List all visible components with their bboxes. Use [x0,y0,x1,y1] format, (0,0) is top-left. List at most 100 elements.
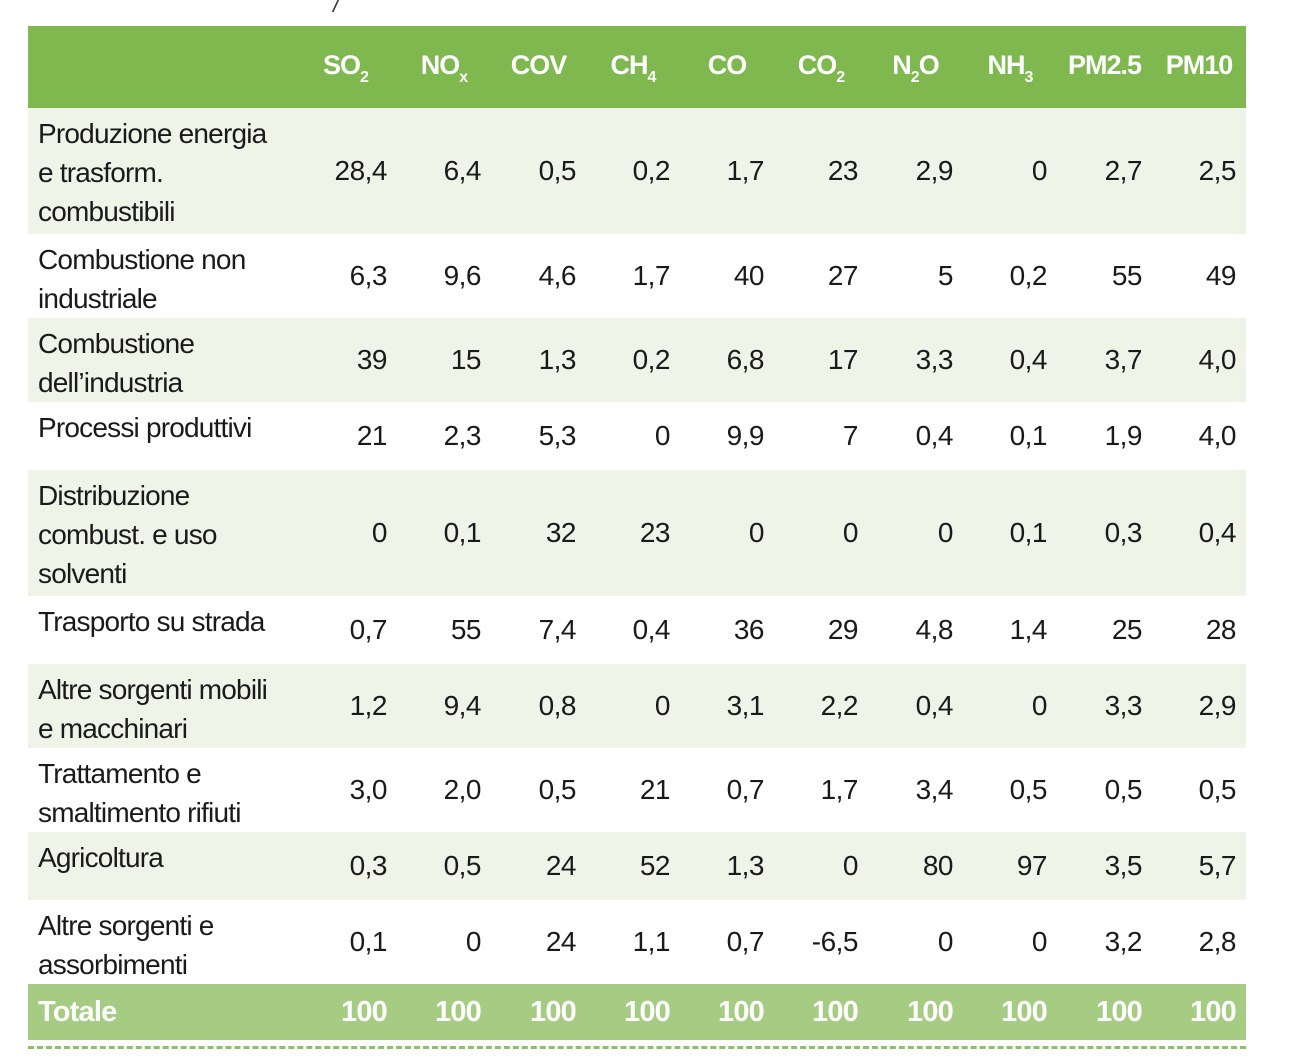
table-cell: 0 [842,517,859,548]
table-cell: 0,2 [1009,260,1048,291]
table-cell: 1,7 [726,155,765,186]
table-row: Trasporto su strada 0,7 55 7,4 0,4 36 29 4,8 1,4… [28,596,1246,664]
table-cell: 2,2 [820,690,859,721]
table-cell: 0,7 [726,774,765,805]
table-cell: 0,5 [538,155,577,186]
table-cell: 6,8 [726,344,765,375]
table-cell: 9,6 [443,260,482,291]
table-cell: 27 [827,260,859,291]
table-cell: 0,5 [443,850,482,881]
table-cell: 0,7 [726,926,765,957]
column-header: PM10 [1165,49,1234,80]
table-cell: 97 [1016,850,1048,881]
table-cell: 21 [639,774,671,805]
table-cell: 3,1 [726,690,765,721]
table-cell: 0,3 [349,850,388,881]
total-cell: 100 [435,995,482,1028]
total-cell: 100 [1096,995,1143,1028]
table-cell: 0,4 [632,614,671,645]
table-cell: 5,7 [1198,850,1237,881]
column-header: CH4 [610,49,657,86]
table-cell: 0,7 [349,614,388,645]
row-label: Altre sorgenti e assorbimenti [38,910,214,980]
table-row: Combustione dell’industria 39 15 1,3 0,2 6,8 1… [28,318,1246,402]
table-row: Produzione energia e trasform. combustib… [28,108,1246,234]
total-row: Totale 100 100 100 100 100 100 100 100 1… [28,984,1246,1040]
row-label: Produzione energia e trasform. combustib… [38,118,267,227]
table-cell: 0,5 [1198,774,1237,805]
table-row: Agricoltura 0,3 0,5 24 52 1,3 0 80 97 3,5 5,7 [28,832,1246,900]
column-header: CO2 [797,49,845,86]
table-cell: 25 [1111,614,1143,645]
emissions-table: SO2 NOx COV CH4 CO CO2 N2O NH3 PM2.5 PM1… [28,26,1246,1040]
row-label: Combustione non industriale [38,244,246,314]
column-header: PM2.5 [1067,49,1142,80]
table-cell: 4,8 [915,614,954,645]
table-cell: 1,3 [538,344,577,375]
table-cell: 0 [1031,155,1048,186]
table-cell: 2,9 [1198,690,1237,721]
table-cell: 24 [545,926,577,957]
table-cell: 0,1 [1009,517,1048,548]
table-cell: 17 [827,344,859,375]
table-cell: 28,4 [334,155,388,186]
table-cell: 3,3 [915,344,954,375]
table-cell: 2,7 [1104,155,1143,186]
column-header: N2O [892,49,939,86]
column-header: NH3 [987,49,1034,86]
table-cell: 0,8 [538,690,577,721]
total-cell: 100 [624,995,671,1028]
row-label: Distribuzione combust. e uso solventi [38,480,217,589]
table-cell: 7,4 [538,614,577,645]
table-body: Produzione energia e trasform. combustib… [28,108,1246,984]
table-cell: 0 [465,926,482,957]
table-cell: 9,9 [726,420,765,451]
table-cell: 2,9 [915,155,954,186]
total-cell: 100 [718,995,765,1028]
table-cell: 29 [827,614,859,645]
table-cell: 0,5 [1104,774,1143,805]
total-cell: 100 [1190,995,1237,1028]
table-cell: 0,4 [915,420,954,451]
table-cell: 0,1 [1009,420,1048,451]
table-cell: 1,1 [632,926,671,957]
row-label: Altre sorgenti mobili e macchinari [38,674,268,744]
table-cell: 7 [842,420,859,451]
header-corner [28,26,294,108]
table-row: Processi produttivi 21 2,3 5,3 0 9,9 7 0,4 0,1 1,… [28,402,1246,470]
table-cell: 4,0 [1198,420,1237,451]
table-cell: 5,3 [538,420,577,451]
table-cell: 3,0 [349,774,388,805]
table-cell: 24 [545,850,577,881]
table-cell: 0 [748,517,765,548]
row-label: Combustione dell’industria [38,328,195,398]
table-cell: 2,3 [443,420,482,451]
table-cell: 1,2 [349,690,388,721]
table-row: Combustione non industriale 6,3 9,6 4,6 1,7 4… [28,234,1246,318]
row-label: Trattamento e smaltimento rifiuti [38,758,241,828]
column-header: COV [510,49,568,80]
table-cell: 2,5 [1198,155,1237,186]
bottom-dashed-rule [28,1046,1246,1049]
table-row: Altre sorgenti mobili e macchinari 1,2 9,4… [28,664,1246,748]
table-cell: 28 [1205,614,1237,645]
table-cell: 39 [356,344,388,375]
table-cell: 1,9 [1104,420,1143,451]
table-cell: 0,5 [538,774,577,805]
table-cell: 3,7 [1104,344,1143,375]
top-text-fragment: / [333,0,340,17]
table-cell: 0 [937,517,954,548]
table-cell: 32 [545,517,577,548]
table-cell: 2,0 [443,774,482,805]
table-cell: 23 [639,517,671,548]
table-cell: 0,2 [632,344,671,375]
table-cell: 0 [371,517,388,548]
table-cell: 3,3 [1104,690,1143,721]
row-label: Agricoltura [38,842,164,873]
table-cell: 0 [842,850,859,881]
total-label: Totale [38,995,117,1028]
table-cell: 3,5 [1104,850,1143,881]
table-cell: 0 [654,420,671,451]
table-row: Trattamento e smaltimento rifiuti 3,0 2,0 0… [28,748,1246,832]
total-cell: 100 [1001,995,1048,1028]
